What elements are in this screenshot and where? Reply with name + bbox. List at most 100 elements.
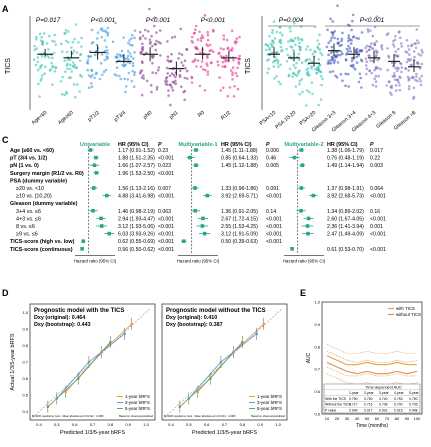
calibration-x-tick: 0.9 (257, 422, 263, 427)
data-point (380, 45, 383, 49)
data-point (294, 66, 297, 69)
data-point (344, 72, 348, 76)
forest-hr-value: 1.45 (1.12-1.88) (221, 163, 258, 169)
forest-hr-value: 2.47 (1.49-4.09) (327, 232, 364, 238)
data-point (67, 30, 70, 33)
data-point (271, 60, 275, 64)
data-point (292, 50, 296, 53)
data-point (412, 50, 416, 53)
data-point (419, 54, 423, 57)
data-point (393, 74, 397, 78)
data-point (206, 33, 210, 37)
data-point (405, 60, 409, 64)
data-point (183, 98, 186, 102)
data-point (375, 54, 378, 57)
data-point (119, 77, 123, 81)
data-point (277, 80, 281, 84)
data-point (166, 83, 169, 87)
forest-hr-header: HR (95% CI) (327, 142, 358, 148)
data-point (271, 29, 274, 32)
data-point (153, 42, 157, 46)
auc-x-tick: 10 (325, 416, 330, 421)
data-point (125, 57, 128, 60)
data-point (293, 37, 297, 40)
data-point (185, 69, 189, 73)
forest-point-estimate (193, 186, 197, 190)
data-point (126, 49, 130, 53)
calibration-curve (197, 323, 265, 393)
data-point (291, 75, 294, 79)
data-point (358, 49, 362, 52)
data-point (65, 90, 68, 94)
data-point (277, 60, 280, 63)
data-point (128, 61, 132, 65)
forest-point-estimate (182, 239, 186, 243)
data-point (328, 70, 332, 74)
data-point (124, 90, 127, 94)
data-point (167, 89, 170, 92)
forest-hr-value: 2.36 (1.41-3.94) (327, 224, 364, 230)
calibration-legend-label: 1-year bRFS (257, 394, 282, 399)
data-point (99, 28, 103, 31)
forest-point-estimate (292, 155, 297, 160)
data-point (305, 68, 308, 72)
data-point (218, 76, 221, 79)
data-point (330, 31, 333, 34)
auc-table-header: 2-year (364, 391, 374, 395)
data-point (336, 37, 340, 41)
data-point (413, 55, 416, 59)
data-point (138, 37, 142, 41)
data-point (101, 29, 105, 32)
auc-table-cell: 0.750 (349, 397, 358, 401)
auc-x-tick: 20 (335, 416, 340, 421)
data-point (418, 67, 422, 70)
data-point (80, 75, 83, 78)
data-point (286, 53, 290, 57)
data-point (346, 72, 350, 76)
data-point (406, 75, 410, 79)
forest-model-3: Multivariable-2 HR (95% CI) P Hazard ratio … (283, 142, 386, 263)
auc-x-tick: 60 (375, 416, 380, 421)
data-point (49, 68, 52, 71)
data-point (173, 35, 177, 39)
calibration-footer-right: Based on observed-predicted (119, 414, 153, 418)
data-point (351, 36, 355, 39)
data-point (310, 81, 314, 84)
data-point (185, 77, 189, 80)
forest-hr-value: 0.56 (0.50-0.62) (118, 247, 155, 253)
data-point (398, 36, 402, 40)
data-point (54, 43, 57, 47)
panel-a-left-group-label: pT1/2 (87, 110, 101, 123)
data-point (235, 74, 239, 78)
data-point (96, 31, 100, 34)
data-point (52, 51, 56, 55)
forest-point-estimate (81, 239, 86, 243)
data-point (200, 60, 204, 63)
data-point (279, 82, 282, 86)
data-point (315, 66, 319, 70)
data-point (43, 65, 47, 69)
data-point (231, 71, 234, 75)
auc-table-cell: With the TICS (325, 397, 347, 401)
data-point (304, 48, 308, 51)
auc-xlabel: Time (months) (356, 423, 388, 429)
data-point (294, 85, 298, 88)
data-point (390, 93, 393, 96)
data-point (280, 50, 283, 53)
data-point (123, 77, 126, 81)
data-point (333, 36, 336, 40)
data-point (347, 34, 351, 37)
auc-table-cell: 0.004 (349, 408, 358, 412)
data-point (131, 69, 134, 73)
data-point (102, 70, 106, 73)
data-point (298, 48, 302, 51)
data-point (419, 80, 423, 83)
data-point (294, 43, 297, 47)
data-point (394, 66, 397, 70)
forest-variable-label: Surgery margin (R1/2 vs. R0) (10, 171, 84, 177)
data-point (329, 17, 332, 21)
calibration-x-tick: 0.4 (168, 422, 174, 427)
data-point (63, 93, 67, 97)
